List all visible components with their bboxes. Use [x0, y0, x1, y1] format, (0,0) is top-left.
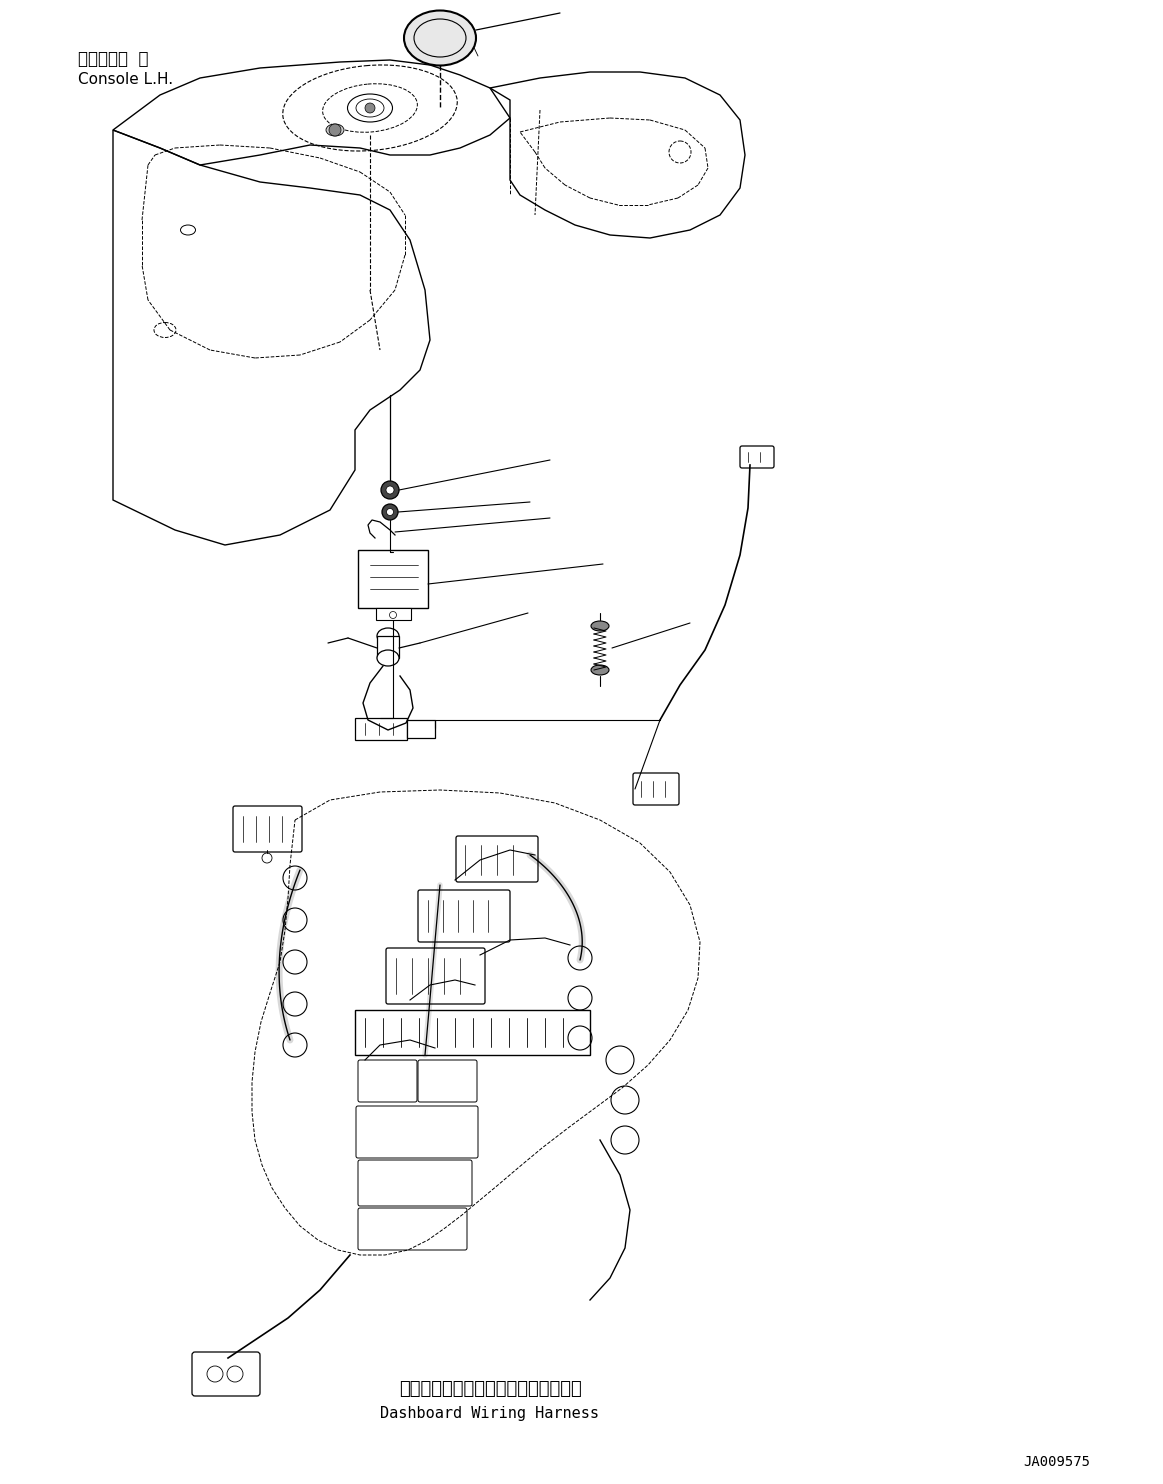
Circle shape — [386, 485, 394, 494]
Text: JA009575: JA009575 — [1023, 1454, 1090, 1469]
Bar — [355, 1011, 590, 1055]
Bar — [358, 551, 428, 608]
Text: ダッシュボードワイヤリングハーネス: ダッシュボードワイヤリングハーネス — [399, 1380, 582, 1398]
Ellipse shape — [326, 125, 344, 137]
FancyBboxPatch shape — [356, 1106, 478, 1158]
FancyBboxPatch shape — [386, 948, 485, 1005]
Ellipse shape — [377, 650, 399, 666]
FancyBboxPatch shape — [358, 1060, 418, 1103]
Circle shape — [381, 481, 399, 499]
Ellipse shape — [404, 10, 476, 65]
Ellipse shape — [591, 665, 609, 675]
Ellipse shape — [591, 620, 609, 631]
Ellipse shape — [377, 628, 399, 644]
FancyBboxPatch shape — [418, 1060, 477, 1103]
Bar — [355, 718, 407, 741]
FancyBboxPatch shape — [633, 773, 679, 804]
Circle shape — [386, 509, 393, 515]
Text: コンソール  左: コンソール 左 — [78, 50, 149, 68]
Circle shape — [329, 125, 341, 137]
FancyBboxPatch shape — [358, 1208, 468, 1250]
Text: Dashboard Wiring Harness: Dashboard Wiring Harness — [380, 1405, 599, 1422]
Circle shape — [381, 505, 398, 519]
FancyBboxPatch shape — [418, 890, 511, 942]
Text: Console L.H.: Console L.H. — [78, 73, 173, 88]
FancyBboxPatch shape — [456, 835, 538, 881]
FancyBboxPatch shape — [192, 1352, 261, 1396]
Bar — [376, 608, 411, 620]
Circle shape — [365, 102, 374, 113]
Bar — [377, 637, 399, 657]
FancyBboxPatch shape — [358, 1160, 472, 1206]
Bar — [407, 720, 435, 738]
Ellipse shape — [426, 30, 464, 56]
FancyBboxPatch shape — [740, 447, 775, 467]
FancyBboxPatch shape — [233, 806, 302, 852]
